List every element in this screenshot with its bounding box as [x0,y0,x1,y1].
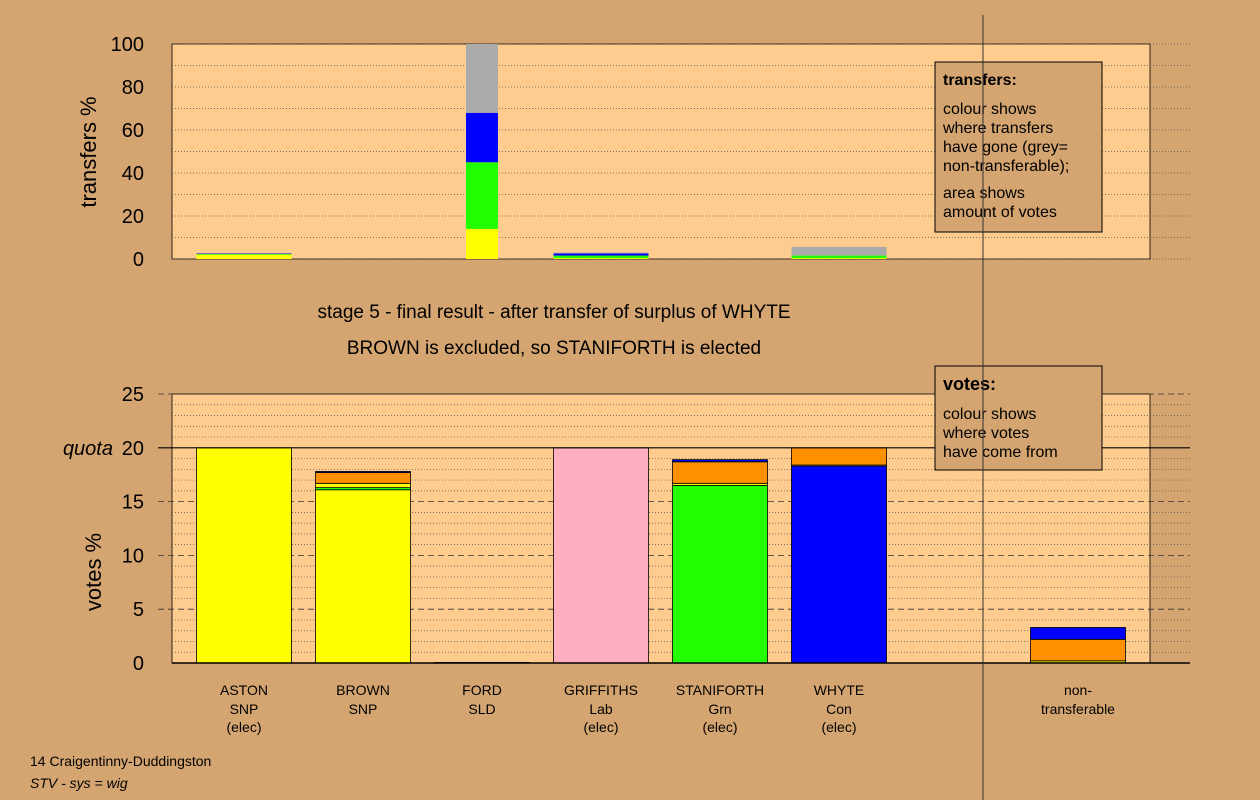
transfers-legend-line: area shows [943,185,1025,202]
transfers-legend-line: colour shows [943,101,1036,118]
votes-axis-label: votes % [81,533,106,611]
y-tick-label: 20 [122,206,144,228]
candidate-party: transferable [1041,701,1115,717]
vote-bar-segment-lab [553,447,649,664]
transfer-bar-segment-nontransferable [553,252,649,254]
vote-bar-segment-snp [196,447,292,664]
y-tick-label: 15 [122,492,144,514]
transfers-legend-line: amount of votes [943,204,1057,221]
elected-note: (elec) [702,719,737,735]
y-tick-label: 100 [111,34,144,56]
candidate-party: SLD [468,701,495,717]
constituency-label: 14 Craigentinny-Duddingston [30,753,212,769]
vote-bar-segment-con [791,465,887,664]
votes-legend-line: where votes [942,425,1029,442]
transfers-legend-line: where transfers [942,120,1053,137]
transfers-legend-line: non-transferable); [943,158,1069,175]
candidate-name: FORD [462,682,502,698]
transfer-bar-segment-snp [196,254,292,259]
vote-bar-segment-grn [672,485,768,664]
candidate-name: ASTON [220,682,268,698]
stage-result: BROWN is excluded, so STANIFORTH is elec… [347,338,761,359]
y-tick-label: 20 [122,438,144,460]
candidate-party: SNP [230,701,259,717]
votes-panel: 0 5 10 15 20 25 votes % quota ASTON SNP (elec) BROW… [63,365,1190,735]
transfers-panel: 0 20 40 60 80 100 transfers % transfers: colour … [76,34,1190,271]
transfers-legend-line: have gone (grey= [943,139,1068,156]
candidate-party: Grn [708,701,731,717]
quota-label: quota [63,438,113,460]
y-tick-label: 60 [122,120,144,142]
transfer-bar-segment-grn [466,162,498,229]
y-tick-label: 40 [122,163,144,185]
vote-bar-segment-snp [315,482,411,489]
transfer-bar-segment-con [466,112,498,163]
vote-bar-segment-con [315,471,411,473]
vote-bar-segment-sld [1030,638,1126,662]
transfer-bar-segment-nontransferable [466,44,498,113]
candidate-name: GRIFFITHS [564,682,638,698]
candidate-party: SNP [349,701,378,717]
vote-bar-segment-sld [791,447,887,466]
stage-title: stage 5 - final result - after transfer … [317,302,790,323]
candidate-party: Con [826,701,852,717]
transfer-bar-segment-nontransferable [791,246,887,256]
elected-note: (elec) [583,719,618,735]
transfer-bar-segment-grn [553,255,649,259]
elected-note: (elec) [821,719,856,735]
candidate-name: BROWN [336,682,390,698]
transfer-bar-segment-grn [791,255,887,259]
transfer-bar-segment-snp [791,258,887,259]
transfer-bar-segment-grn [196,253,292,255]
transfer-bar-segment-snp [553,258,649,259]
transfers-axis-label: transfers % [76,96,101,207]
vote-bar-segment-sld [315,472,411,484]
votes-legend-box [934,365,1103,471]
transfer-bar-segment-snp [466,228,498,259]
vote-bar-segment-con [672,459,768,463]
candidate-name: non- [1064,682,1092,698]
transfers-legend-box [934,61,1103,233]
y-tick-label: 5 [133,599,144,621]
candidate-name: WHYTE [814,682,865,698]
vote-bar-segment-snp [315,489,411,664]
vote-bar-segment-sld [672,461,768,484]
system-label: STV - sys = wig [30,775,128,791]
votes-legend-title: votes: [943,374,996,394]
votes-legend-line: have come from [943,444,1058,461]
y-tick-label: 10 [122,545,144,567]
y-tick-label: 25 [122,384,144,406]
y-tick-label: 0 [133,653,144,675]
candidate-party: Lab [589,701,613,717]
candidate-name: STANIFORTH [676,682,764,698]
vote-bar-segment-con [1030,627,1126,640]
transfers-legend-title: transfers: [943,72,1017,89]
transfer-bar-segment-con [553,253,649,256]
y-tick-label: 0 [133,249,144,271]
elected-note: (elec) [226,719,261,735]
votes-legend-line: colour shows [943,406,1036,423]
transfer-bar-segment-con [196,253,292,254]
y-tick-label: 80 [122,77,144,99]
